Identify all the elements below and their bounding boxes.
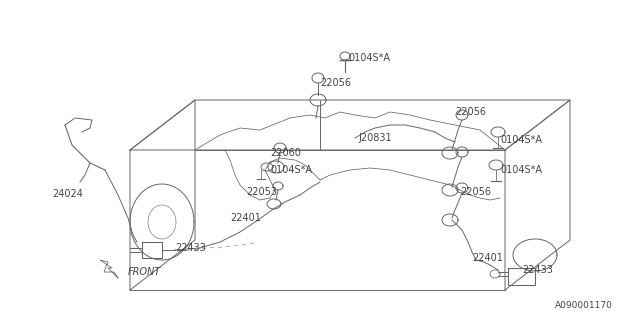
Text: 0104S*A: 0104S*A xyxy=(500,135,542,145)
Text: 22401: 22401 xyxy=(472,253,503,263)
Text: 24024: 24024 xyxy=(52,189,83,199)
Text: 0104S*A: 0104S*A xyxy=(270,165,312,175)
Text: 22060: 22060 xyxy=(270,148,301,158)
Text: FRONT: FRONT xyxy=(128,267,161,277)
Text: 22056: 22056 xyxy=(455,107,486,117)
Text: J20831: J20831 xyxy=(358,133,392,143)
Text: 22056: 22056 xyxy=(460,187,491,197)
Text: A090001170: A090001170 xyxy=(555,300,613,309)
Text: 22401: 22401 xyxy=(230,213,261,223)
Text: 22053: 22053 xyxy=(246,187,277,197)
Text: 0104S*A: 0104S*A xyxy=(348,53,390,63)
Text: 0104S*A: 0104S*A xyxy=(500,165,542,175)
Text: 22056: 22056 xyxy=(320,78,351,88)
Text: 22433: 22433 xyxy=(175,243,206,253)
Text: 22433: 22433 xyxy=(522,265,553,275)
